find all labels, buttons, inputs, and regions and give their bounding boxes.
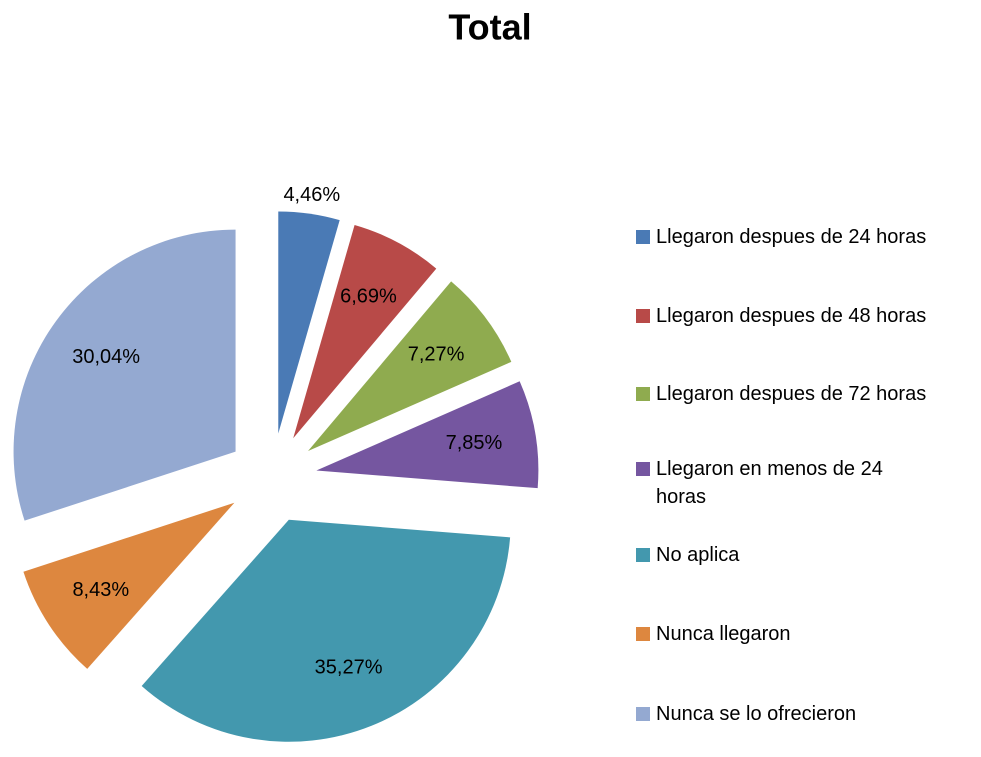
data-label: 30,04% bbox=[72, 346, 140, 368]
legend-swatch bbox=[636, 627, 650, 641]
legend-item: Llegaron despues de 48 horas bbox=[636, 302, 926, 330]
data-label: 4,46% bbox=[283, 184, 340, 206]
data-label: 8,43% bbox=[72, 579, 129, 601]
legend-item: Llegaron despues de 24 horas bbox=[636, 223, 926, 251]
pie-slice bbox=[278, 211, 340, 434]
legend-label: Llegaron despues de 48 horas bbox=[656, 305, 927, 327]
legend-item: Nunca llegaron bbox=[636, 620, 791, 648]
legend-swatch bbox=[636, 462, 650, 476]
legend-label: Llegaron despues de 72 horas bbox=[656, 383, 927, 405]
legend-label: Llegaron despues de 24 horas bbox=[656, 226, 927, 248]
pie-slice bbox=[13, 229, 236, 521]
legend-swatch bbox=[636, 309, 650, 323]
legend-swatch bbox=[636, 707, 650, 721]
data-label: 6,69% bbox=[340, 286, 397, 308]
chart-title: Total bbox=[448, 7, 531, 48]
legend-swatch bbox=[636, 548, 650, 562]
legend-label: Nunca llegaron bbox=[656, 623, 791, 645]
pie-slice bbox=[141, 519, 511, 742]
data-label: 35,27% bbox=[315, 656, 383, 678]
pie-slice bbox=[23, 502, 235, 669]
data-label: 7,85% bbox=[446, 432, 503, 454]
legend-swatch bbox=[636, 387, 650, 401]
legend-item: Llegaron despues de 72 horas bbox=[636, 380, 926, 408]
legend-swatch bbox=[636, 230, 650, 244]
pie-slice bbox=[293, 224, 437, 439]
pie-slice bbox=[316, 381, 539, 489]
data-label: 7,27% bbox=[408, 344, 465, 366]
legend-item: No aplica bbox=[636, 541, 739, 569]
legend-label: Nunca se lo ofrecieron bbox=[656, 703, 857, 725]
legend-item: Nunca se lo ofrecieron bbox=[636, 700, 856, 728]
legend-label: Llegaron en menos de 24 horas bbox=[656, 458, 883, 508]
pie-slice bbox=[308, 281, 512, 452]
legend-label: No aplica bbox=[656, 544, 740, 566]
legend-item: Llegaron en menos de 24 horas bbox=[636, 455, 926, 511]
